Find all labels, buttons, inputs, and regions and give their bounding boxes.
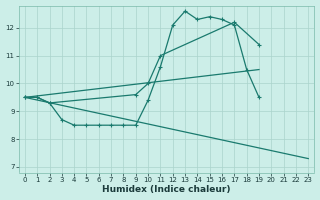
X-axis label: Humidex (Indice chaleur): Humidex (Indice chaleur) [102, 185, 231, 194]
